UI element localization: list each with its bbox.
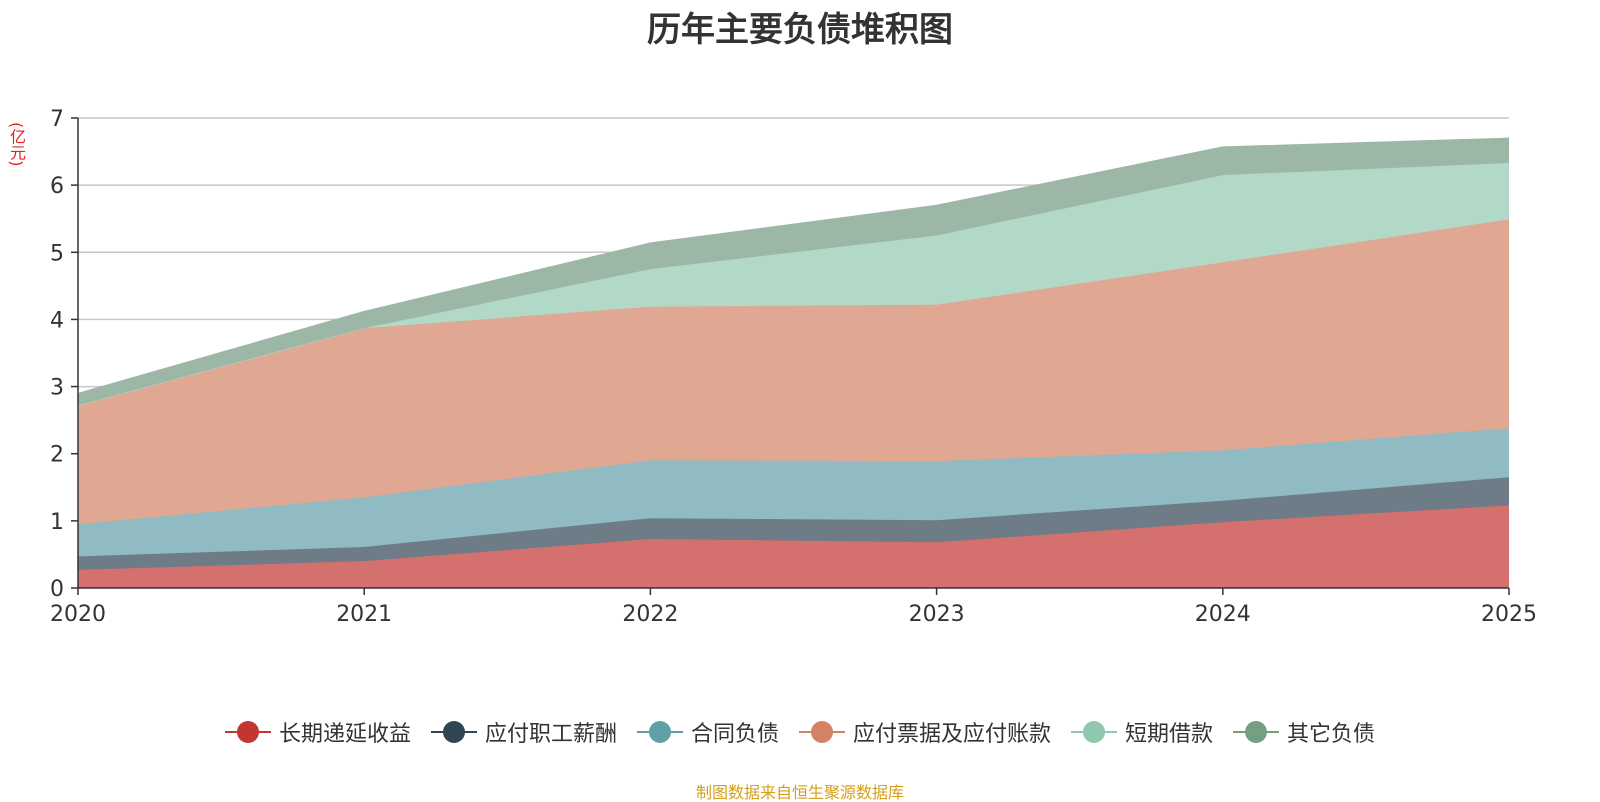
area-series-2 — [78, 477, 1509, 570]
chart-title: 历年主要负债堆积图 — [647, 10, 953, 50]
chart-plot: 0 1 2 3 4 5 6 7 2020 2021 2022 2023 2024 2025 — [50, 107, 1537, 627]
y-tick-label: 3 — [50, 376, 64, 401]
legend-symbol-icon — [799, 720, 845, 744]
y-tick-label: 1 — [50, 510, 64, 535]
y-tick-label: 2 — [50, 443, 64, 468]
area-series-6 — [78, 138, 1509, 406]
legend-symbol-icon — [1071, 720, 1118, 744]
y-tick-label: 7 — [50, 107, 64, 132]
legend-label: 合同负债 — [690, 722, 779, 747]
y-tick-label: 5 — [50, 241, 64, 266]
area-series-5 — [78, 163, 1509, 406]
area-series-3 — [78, 428, 1509, 557]
legend-symbol-icon — [430, 720, 477, 744]
legend-item-6[interactable]: 其它负债 — [1233, 716, 1375, 748]
legend-label: 短期借款 — [1125, 722, 1214, 747]
legend-label: 其它负债 — [1287, 722, 1376, 747]
y-tick-label: 4 — [50, 308, 64, 333]
y-axis-unit-label: (亿元) — [7, 122, 26, 167]
legend-label: 应付职工薪酬 — [484, 722, 617, 747]
y-tick-label: 0 — [50, 577, 64, 602]
legend-item-1[interactable]: 长期递延收益 — [224, 716, 411, 748]
legend-symbol-icon — [1233, 720, 1280, 744]
area-series-4 — [78, 219, 1509, 525]
x-tick-label: 2020 — [50, 602, 106, 627]
legend-symbol-icon — [224, 720, 271, 744]
legend-item-5[interactable]: 短期借款 — [1071, 716, 1213, 748]
source-note: 制图数据来自恒生聚源数据库 — [695, 783, 904, 802]
area-series — [77, 137, 1510, 588]
legend-item-2[interactable]: 应付职工薪酬 — [430, 716, 617, 748]
legend: 长期递延收益 应付职工薪酬 合同负债 应付票据及应付账款 短期借款 其它负债 — [0, 716, 1600, 748]
legend-item-3[interactable]: 合同负债 — [636, 716, 779, 748]
legend-symbol-icon — [636, 720, 683, 744]
legend-item-4[interactable]: 应付票据及应付账款 — [799, 716, 1051, 748]
legend-label: 长期递延收益 — [278, 722, 411, 747]
x-tick-label: 2021 — [336, 602, 392, 627]
x-tick-label: 2022 — [622, 602, 678, 627]
legend-label: 应付票据及应付账款 — [853, 722, 1052, 747]
x-tick-label: 2024 — [1195, 602, 1251, 627]
y-tick-label: 6 — [50, 174, 64, 199]
x-tick-label: 2025 — [1481, 602, 1537, 627]
axes: 0 1 2 3 4 5 6 7 2020 2021 2022 2023 2024 2025 — [50, 107, 1537, 627]
area-series-1 — [78, 505, 1509, 588]
x-tick-label: 2023 — [909, 602, 965, 627]
series-line-6 — [77, 137, 1510, 394]
